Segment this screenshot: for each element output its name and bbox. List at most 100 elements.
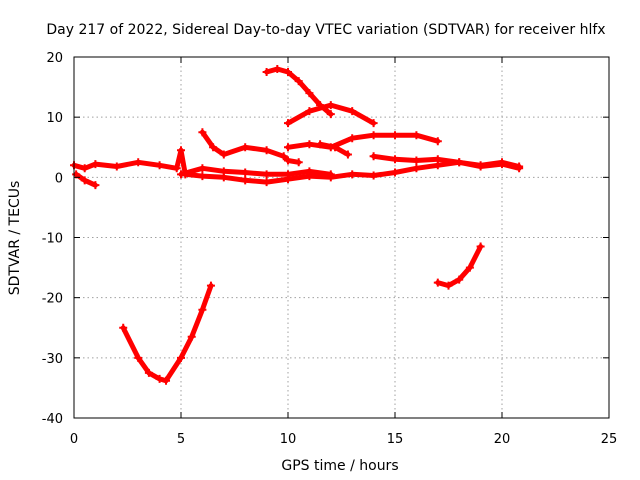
data-point [273, 65, 282, 74]
data-point [331, 143, 340, 152]
series-line [317, 141, 351, 157]
data-point [198, 164, 207, 173]
data-point [433, 155, 442, 164]
data-point [209, 143, 218, 152]
data-point [369, 152, 378, 161]
data-point [326, 170, 335, 179]
data-point [219, 150, 228, 159]
data-point [134, 353, 143, 362]
grid-lines [74, 57, 609, 418]
data-point [177, 146, 185, 155]
data-point [369, 171, 378, 180]
data-point [305, 140, 314, 149]
data-point [305, 89, 314, 98]
data-point [348, 134, 357, 143]
y-tick-label: 0 [55, 171, 63, 186]
chart-title: Day 217 of 2022, Sidereal Day-to-day VTE… [46, 22, 605, 38]
data-point [119, 323, 128, 332]
data-point [198, 305, 207, 314]
x-tick-label: 20 [494, 432, 511, 447]
data-point [177, 353, 185, 362]
data-point [476, 161, 485, 170]
data-point [262, 146, 271, 155]
x-axis-label: GPS time / hours [281, 458, 398, 474]
data-point [241, 143, 250, 152]
data-point [80, 176, 89, 185]
data-point [172, 164, 181, 173]
series-track-2 [72, 170, 100, 190]
data-point [284, 170, 292, 179]
series-line [285, 132, 441, 150]
data-point [279, 152, 288, 161]
series-track-8 [369, 152, 524, 171]
x-tick-label: 0 [70, 432, 78, 447]
data-point [369, 131, 378, 140]
x-tick-label: 15 [387, 432, 404, 447]
data-point [465, 263, 474, 272]
data-point [262, 68, 271, 77]
data-point [155, 161, 164, 170]
data-point [241, 168, 250, 177]
data-point [515, 162, 524, 171]
data-point [284, 143, 292, 152]
data-point [455, 275, 464, 284]
data-point [294, 77, 303, 86]
data-point [187, 332, 196, 341]
data-point [262, 178, 271, 187]
data-point [391, 155, 399, 164]
data-point [305, 167, 314, 176]
data-point [198, 172, 207, 181]
data-point [412, 156, 421, 165]
data-point [91, 181, 100, 190]
data-point [80, 164, 89, 173]
data-point [444, 281, 453, 290]
data-point [144, 368, 153, 377]
data-point [262, 170, 271, 179]
data-point [305, 107, 314, 116]
data-point [198, 128, 207, 137]
series-track-3 [198, 128, 303, 167]
y-tick-label: -20 [42, 292, 63, 307]
data-point [433, 278, 442, 287]
data-point [155, 374, 164, 383]
data-point [91, 160, 100, 169]
data-point [498, 158, 506, 167]
data-point [316, 140, 325, 149]
data-point [348, 170, 357, 179]
x-tick-label: 5 [177, 432, 185, 447]
series-track-4 [262, 65, 335, 119]
data-point [455, 158, 464, 167]
x-tick-label: 25 [601, 432, 618, 447]
data-series [70, 65, 524, 385]
y-tick-label: 10 [46, 111, 63, 126]
data-point [219, 167, 228, 176]
data-point [177, 170, 185, 179]
data-point [369, 119, 378, 128]
y-tick-label: -10 [42, 232, 63, 247]
data-point [284, 68, 292, 77]
data-point [294, 158, 303, 167]
data-point [343, 150, 352, 159]
data-point [241, 176, 250, 185]
x-tick-label: 10 [280, 432, 297, 447]
series-track-1 [70, 146, 524, 187]
series-track-6 [284, 131, 442, 152]
data-point [284, 119, 292, 128]
data-point [162, 376, 171, 385]
series-track-7 [316, 140, 352, 159]
data-point [134, 158, 143, 167]
y-axis-label: SDTVAR / TECUs [7, 181, 23, 296]
data-point [412, 164, 421, 173]
data-point [206, 281, 215, 290]
data-point [476, 242, 485, 251]
data-point [391, 168, 399, 177]
data-point [391, 131, 399, 140]
x-axis-ticks: 0 5 10 15 20 25 [70, 57, 617, 447]
y-tick-label: 20 [46, 51, 63, 66]
data-point [326, 101, 335, 110]
series-track-5 [284, 101, 378, 128]
series-line [120, 283, 214, 384]
series-track-9 [177, 164, 335, 179]
y-tick-label: -30 [42, 352, 63, 367]
